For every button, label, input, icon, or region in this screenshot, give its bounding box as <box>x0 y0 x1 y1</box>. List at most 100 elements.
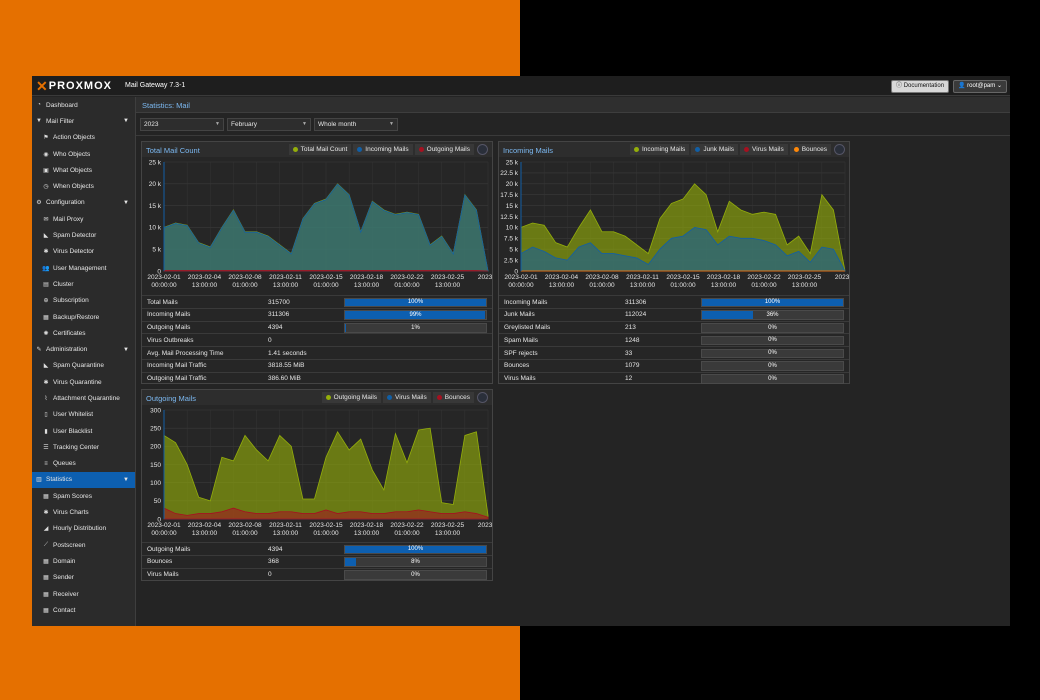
nav-item-sender[interactable]: ▦ Sender <box>32 570 135 586</box>
nav-item-user-management[interactable]: 👥 User Management <box>32 260 135 276</box>
nav-item-label: Mail Proxy <box>53 215 84 223</box>
nav-item-label: Subscription <box>53 297 89 305</box>
nav-item-what-objects[interactable]: ▣ What Objects <box>32 162 135 178</box>
nav-item-spam-quarantine[interactable]: ◣ Spam Quarantine <box>32 358 135 374</box>
user-circle-icon: ◉ <box>43 151 49 158</box>
x-tick-label: 2023-02-15 <box>666 274 700 281</box>
y-tick-label: 0 <box>514 268 518 275</box>
nav-item-spam-detector[interactable]: ◣ Spam Detector <box>32 227 135 243</box>
nav-item-cluster[interactable]: ▤ Cluster <box>32 276 135 292</box>
nav-item-spam-scores[interactable]: ▦ Spam Scores <box>32 488 135 504</box>
nav-item-certificates[interactable]: ✺ Certificates <box>32 325 135 341</box>
stat-name: Incoming Mails <box>504 298 548 306</box>
percent-bar-text: 0% <box>768 362 777 369</box>
stat-value: 311306 <box>625 298 647 306</box>
divider <box>136 135 1010 136</box>
nav-item-who-objects[interactable]: ◉ Who Objects <box>32 146 135 162</box>
bug-icon: ✱ <box>43 510 49 517</box>
legend-dot-icon <box>387 395 393 400</box>
caret-down-icon: ▼ <box>123 199 129 206</box>
x-tick-label: 01:00:00 <box>589 282 615 289</box>
nav-item-configuration[interactable]: ⚙ Configuration ▼ <box>32 195 135 211</box>
percent-bar-text: 8% <box>411 558 420 565</box>
nav-item-contact[interactable]: ▦ Contact <box>32 602 135 618</box>
nav-item-mail-filter[interactable]: ▼ Mail Filter ▼ <box>32 113 135 129</box>
y-tick-label: 15 k <box>149 203 162 210</box>
month-select[interactable]: February ▼ <box>227 118 311 131</box>
stats-row: Outgoing Mails 4394 100% <box>142 542 492 555</box>
user-menu-button[interactable]: 👤 root@pam ⌄ <box>953 80 1007 93</box>
day-select[interactable]: Whole month ▼ <box>314 118 398 131</box>
nav-item-label: Backup/Restore <box>53 313 100 321</box>
nav-item-mail-proxy[interactable]: ✉ Mail Proxy <box>32 211 135 227</box>
chart-tool-icon[interactable] <box>834 144 845 155</box>
x-tick-label: 13:00:00 <box>435 530 461 537</box>
chart-tool-icon[interactable] <box>477 144 488 155</box>
filter-icon: ▼ <box>36 118 42 125</box>
stat-value: 0 <box>268 571 272 579</box>
percent-bar: 1% <box>344 323 487 333</box>
legend-dot-icon <box>418 147 424 152</box>
legend-item[interactable]: Total Mail Count <box>288 144 352 155</box>
stat-value: 368 <box>268 558 279 566</box>
nav-item-attachment-quarantine[interactable]: ⌇ Attachment Quarantine <box>32 390 135 406</box>
server-icon: ▤ <box>43 281 49 288</box>
legend-dot-icon <box>325 395 331 400</box>
x-tick-label: 01:00:00 <box>313 530 339 537</box>
legend-item[interactable]: Bounces <box>789 144 831 155</box>
nav-item-statistics[interactable]: ▥ Statistics ▼ <box>32 471 135 489</box>
legend-item[interactable]: Incoming Mails <box>353 144 413 155</box>
percent-bar-fill <box>345 545 486 553</box>
stats-row: Junk Mails 112024 36% <box>499 307 849 321</box>
page-title: Statistics: Mail <box>136 97 1010 113</box>
nav-item-domain[interactable]: ▦ Domain <box>32 553 135 569</box>
legend-item[interactable]: Bounces <box>432 392 474 403</box>
nav-item-receiver[interactable]: ▦ Receiver <box>32 586 135 602</box>
top-bar: ✕ PROXMOX Mail Gateway 7.3-1 ⓘ Documenta… <box>32 76 1010 96</box>
nav-item-tracking-center[interactable]: ☰ Tracking Center <box>32 439 135 455</box>
product-version: Mail Gateway 7.3-1 <box>125 82 186 89</box>
nav-item-administration[interactable]: ✎ Administration ▼ <box>32 341 135 357</box>
legend-item[interactable]: Outgoing Mails <box>414 144 474 155</box>
nav-item-virus-charts[interactable]: ✱ Virus Charts <box>32 504 135 520</box>
legend-item[interactable]: Incoming Mails <box>629 144 690 155</box>
legend-dot-icon <box>744 147 750 152</box>
stats-row: Outgoing Mail Traffic 386.60 MiB <box>142 371 492 385</box>
bug-icon: ✱ <box>43 249 49 256</box>
nav-item-subscription[interactable]: ⊕ Subscription <box>32 293 135 309</box>
legend-label: Outgoing Mails <box>333 394 378 401</box>
x-tick-label: 2023-02-25 <box>788 274 822 281</box>
legend-item[interactable]: Outgoing Mails <box>321 392 382 403</box>
x-tick-label: 2023-0 <box>478 274 492 281</box>
nav-item-hourly-distribution[interactable]: ◢ Hourly Distribution <box>32 521 135 537</box>
x-tick-label: 2023-02-04 <box>545 274 579 281</box>
legend-item[interactable]: Virus Mails <box>740 144 788 155</box>
y-tick-label: 100 <box>150 480 161 487</box>
nav-item-action-objects[interactable]: ⚑ Action Objects <box>32 130 135 146</box>
nav-item-user-blacklist[interactable]: ▮ User Blacklist <box>32 423 135 439</box>
caret-down-icon: ▼ <box>123 118 129 125</box>
chart-tool-icon[interactable] <box>477 392 488 403</box>
nav-item-virus-quarantine[interactable]: ✱ Virus Quarantine <box>32 374 135 390</box>
percent-bar-fill <box>702 298 843 306</box>
x-tick-label: 13:00:00 <box>711 282 737 289</box>
x-tick-label: 2023-02-01 <box>147 522 181 529</box>
nav-item-queues[interactable]: ≡ Queues <box>32 456 135 472</box>
legend-item[interactable]: Virus Mails <box>383 392 431 403</box>
nav-item-user-whitelist[interactable]: ▯ User Whitelist <box>32 407 135 423</box>
y-tick-label: 22.5 k <box>500 170 518 177</box>
nav-item-label: Receiver <box>53 590 79 598</box>
legend-item[interactable]: Junk Mails <box>691 144 739 155</box>
nav-item-virus-detector[interactable]: ✱ Virus Detector <box>32 244 135 260</box>
legend-label: Bounces <box>444 394 470 401</box>
documentation-button[interactable]: ⓘ Documentation <box>891 80 950 93</box>
legend-dot-icon <box>292 147 298 152</box>
x-tick-label: 01:00:00 <box>394 530 420 537</box>
nav-item-backup-restore[interactable]: ▦ Backup/Restore <box>32 309 135 325</box>
nav-item-when-objects[interactable]: ◷ When Objects <box>32 178 135 194</box>
nav-item-dashboard[interactable]: ◔ Dashboard <box>32 97 135 113</box>
year-select[interactable]: 2023 ▼ <box>140 118 224 131</box>
nav-item-postscreen[interactable]: ⟋ Postscreen <box>32 537 135 553</box>
year-value: 2023 <box>144 121 159 128</box>
bullhorn-icon: ◣ <box>43 363 49 370</box>
